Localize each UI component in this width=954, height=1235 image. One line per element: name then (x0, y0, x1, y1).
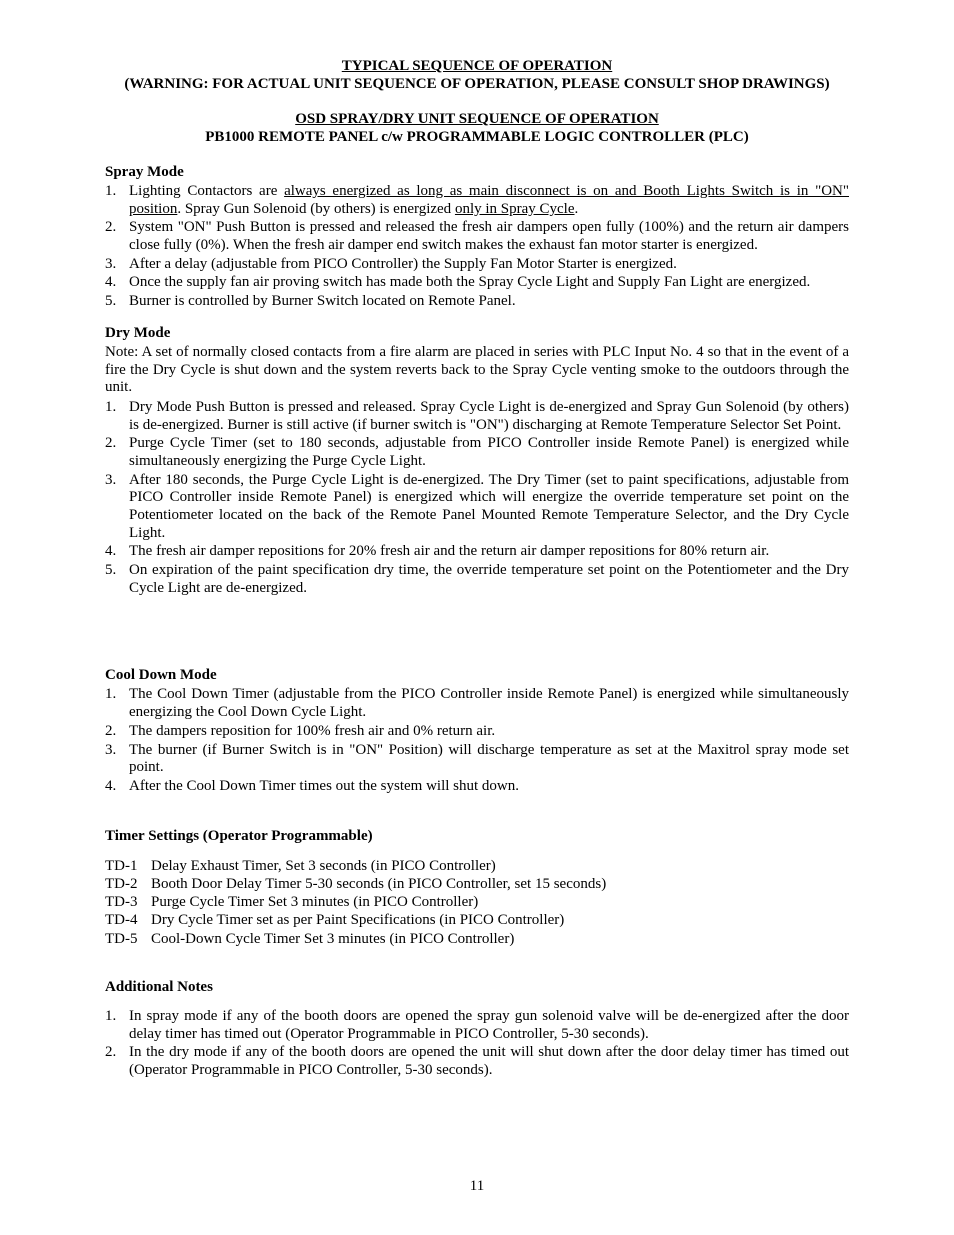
timer-value: Booth Door Delay Timer 5-30 seconds (in … (151, 875, 606, 893)
list-number: 3. (105, 256, 129, 274)
list-item: 1. Lighting Contactors are always energi… (105, 183, 849, 218)
list-text: Purge Cycle Timer (set to 180 seconds, a… (129, 435, 849, 470)
timer-settings-heading: Timer Settings (Operator Programmable) (105, 828, 849, 845)
list-number: 2. (105, 435, 129, 470)
timer-row: TD-2Booth Door Delay Timer 5-30 seconds … (105, 875, 849, 893)
list-number: 4. (105, 778, 129, 796)
list-number: 2. (105, 723, 129, 741)
list-item: 5.Burner is controlled by Burner Switch … (105, 293, 849, 311)
timer-key: TD-5 (105, 930, 151, 948)
list-text: System "ON" Push Button is pressed and r… (129, 219, 849, 254)
dry-mode-note: Note: A set of normally closed contacts … (105, 344, 849, 397)
dry-mode-heading: Dry Mode (105, 325, 849, 342)
list-text: In the dry mode if any of the booth door… (129, 1044, 849, 1079)
text-run: Lighting Contactors are (129, 183, 284, 199)
timer-key: TD-3 (105, 893, 151, 911)
text-run: . (575, 201, 579, 217)
list-number: 4. (105, 274, 129, 292)
list-text: Once the supply fan air proving switch h… (129, 274, 849, 292)
spacer (105, 797, 849, 814)
list-item: 1.Dry Mode Push Button is pressed and re… (105, 399, 849, 434)
timer-key: TD-1 (105, 857, 151, 875)
list-text: On expiration of the paint specification… (129, 562, 849, 597)
list-text: The burner (if Burner Switch is in "ON" … (129, 742, 849, 777)
list-number: 1. (105, 183, 129, 218)
list-text: The Cool Down Timer (adjustable from the… (129, 686, 849, 721)
spacer (105, 998, 849, 1008)
timer-row: TD-5Cool-Down Cycle Timer Set 3 minutes … (105, 930, 849, 948)
list-item: 1.In spray mode if any of the booth door… (105, 1008, 849, 1043)
list-number: 1. (105, 686, 129, 721)
list-item: 2.System "ON" Push Button is pressed and… (105, 219, 849, 254)
list-number: 3. (105, 742, 129, 777)
list-number: 1. (105, 1008, 129, 1043)
cool-down-heading: Cool Down Mode (105, 667, 849, 684)
list-item: 3.After a delay (adjustable from PICO Co… (105, 256, 849, 274)
document-page: TYPICAL SEQUENCE OF OPERATION (WARNING: … (0, 0, 954, 1235)
list-item: 2.In the dry mode if any of the booth do… (105, 1044, 849, 1079)
list-text: In spray mode if any of the booth doors … (129, 1008, 849, 1043)
list-number: 3. (105, 472, 129, 543)
timer-row: TD-3Purge Cycle Timer Set 3 minutes (in … (105, 893, 849, 911)
title-sub1: OSD SPRAY/DRY UNIT SEQUENCE OF OPERATION (105, 111, 849, 128)
additional-notes-heading: Additional Notes (105, 979, 849, 996)
timer-key: TD-4 (105, 911, 151, 929)
text-run: . Spray Gun Solenoid (by others) is ener… (177, 201, 455, 217)
timer-value: Purge Cycle Timer Set 3 minutes (in PICO… (151, 893, 478, 911)
timer-value: Delay Exhaust Timer, Set 3 seconds (in P… (151, 857, 496, 875)
list-number: 2. (105, 1044, 129, 1079)
list-text: After 180 seconds, the Purge Cycle Light… (129, 472, 849, 543)
timer-row: TD-4Dry Cycle Timer set as per Paint Spe… (105, 911, 849, 929)
list-item: 4.After the Cool Down Timer times out th… (105, 778, 849, 796)
timer-value: Dry Cycle Timer set as per Paint Specifi… (151, 911, 564, 929)
page-number: 11 (0, 1178, 954, 1195)
title-sub2: PB1000 REMOTE PANEL c/w PROGRAMMABLE LOG… (105, 129, 849, 146)
list-item: 2.The dampers reposition for 100% fresh … (105, 723, 849, 741)
list-item: 1.The Cool Down Timer (adjustable from t… (105, 686, 849, 721)
list-text: The dampers reposition for 100% fresh ai… (129, 723, 849, 741)
spacer (105, 598, 849, 653)
timer-row: TD-1Delay Exhaust Timer, Set 3 seconds (… (105, 857, 849, 875)
list-item: 3.After 180 seconds, the Purge Cycle Lig… (105, 472, 849, 543)
list-number: 4. (105, 543, 129, 561)
list-item: 2.Purge Cycle Timer (set to 180 seconds,… (105, 435, 849, 470)
spray-mode-list: 1. Lighting Contactors are always energi… (105, 183, 849, 311)
list-item: 4.The fresh air damper repositions for 2… (105, 543, 849, 561)
cool-down-list: 1.The Cool Down Timer (adjustable from t… (105, 686, 849, 795)
list-number: 1. (105, 399, 129, 434)
title-warning: (WARNING: FOR ACTUAL UNIT SEQUENCE OF OP… (105, 76, 849, 93)
list-number: 5. (105, 293, 129, 311)
timer-settings-list: TD-1Delay Exhaust Timer, Set 3 seconds (… (105, 857, 849, 948)
list-text: Burner is controlled by Burner Switch lo… (129, 293, 849, 311)
list-text: Lighting Contactors are always energized… (129, 183, 849, 218)
list-item: 5.On expiration of the paint specificati… (105, 562, 849, 597)
title-main: TYPICAL SEQUENCE OF OPERATION (105, 58, 849, 75)
list-item: 3.The burner (if Burner Switch is in "ON… (105, 742, 849, 777)
timer-value: Cool-Down Cycle Timer Set 3 minutes (in … (151, 930, 514, 948)
additional-notes-list: 1.In spray mode if any of the booth door… (105, 1008, 849, 1080)
spray-mode-heading: Spray Mode (105, 164, 849, 181)
list-text: Dry Mode Push Button is pressed and rele… (129, 399, 849, 434)
list-text: After a delay (adjustable from PICO Cont… (129, 256, 849, 274)
underlined-text: only in Spray Cycle (455, 201, 575, 217)
timer-key: TD-2 (105, 875, 151, 893)
dry-mode-list: 1.Dry Mode Push Button is pressed and re… (105, 399, 849, 598)
list-text: After the Cool Down Timer times out the … (129, 778, 849, 796)
list-text: The fresh air damper repositions for 20%… (129, 543, 849, 561)
list-number: 5. (105, 562, 129, 597)
list-number: 2. (105, 219, 129, 254)
list-item: 4.Once the supply fan air proving switch… (105, 274, 849, 292)
spacer (105, 948, 849, 965)
